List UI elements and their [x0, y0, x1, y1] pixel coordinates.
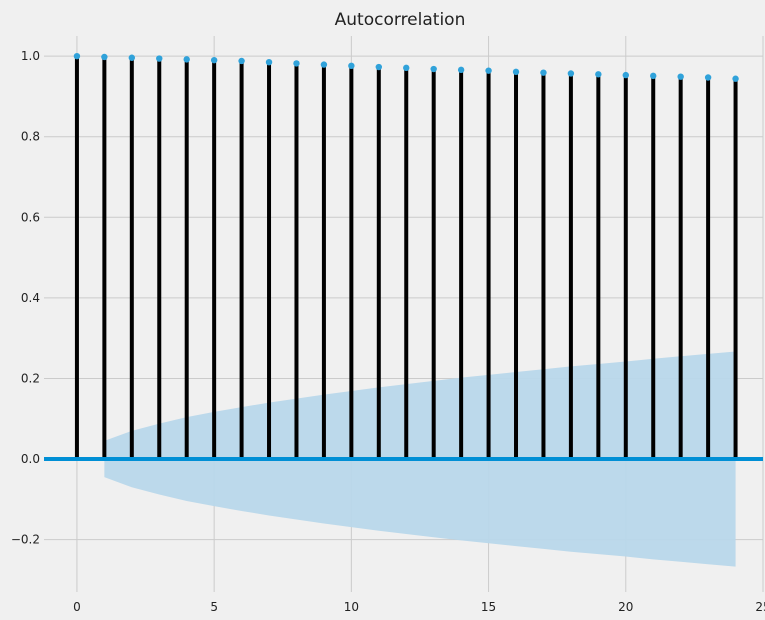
- acf-point: [567, 70, 575, 77]
- x-tick-label: 25: [755, 600, 765, 614]
- y-tick-label: 0.4: [21, 291, 40, 305]
- chart-title: Autocorrelation: [335, 10, 466, 30]
- acf-point: [375, 63, 383, 71]
- acf-point: [540, 69, 547, 76]
- y-tick-label: 0.8: [21, 130, 40, 144]
- x-axis-ticks: 0 5 10 15 20 25: [73, 600, 765, 614]
- acf-point: [238, 57, 245, 65]
- acf-point: [348, 62, 355, 70]
- acf-point: [512, 68, 520, 76]
- x-tick-label: 10: [344, 600, 359, 614]
- acf-point: [265, 58, 273, 66]
- acf-point: [293, 60, 300, 67]
- acf-point: [485, 67, 492, 74]
- y-axis-ticks: −0.2 0.0 0.2 0.4 0.6 0.8 1.0: [11, 49, 40, 546]
- acf-point: [457, 66, 465, 74]
- acf-point: [73, 52, 81, 60]
- acf-point: [732, 75, 739, 82]
- y-tick-label: 0.6: [21, 210, 40, 224]
- acf-point: [403, 64, 410, 72]
- y-tick-label: 0.2: [21, 371, 40, 385]
- stem-layer: [74, 56, 738, 460]
- acf-point: [101, 53, 108, 61]
- y-tick-label: 1.0: [21, 49, 40, 63]
- y-tick-label: −0.2: [11, 533, 40, 547]
- x-tick-label: 5: [210, 600, 218, 614]
- acf-point: [320, 61, 328, 68]
- acf-point: [128, 54, 136, 61]
- acf-point: [210, 56, 218, 64]
- acf-point: [704, 74, 712, 81]
- y-tick-label: 0.0: [21, 452, 40, 466]
- acf-point: [183, 56, 190, 63]
- acf-point: [677, 73, 684, 80]
- marker-layer: [73, 52, 739, 82]
- acf-point: [622, 71, 629, 79]
- acf-point: [430, 65, 437, 73]
- acf-point: [156, 55, 163, 62]
- x-tick-label: 0: [73, 600, 81, 614]
- acf-point: [650, 72, 657, 80]
- x-tick-label: 15: [481, 600, 496, 614]
- x-tick-label: 20: [618, 600, 633, 614]
- acf-point: [595, 71, 602, 78]
